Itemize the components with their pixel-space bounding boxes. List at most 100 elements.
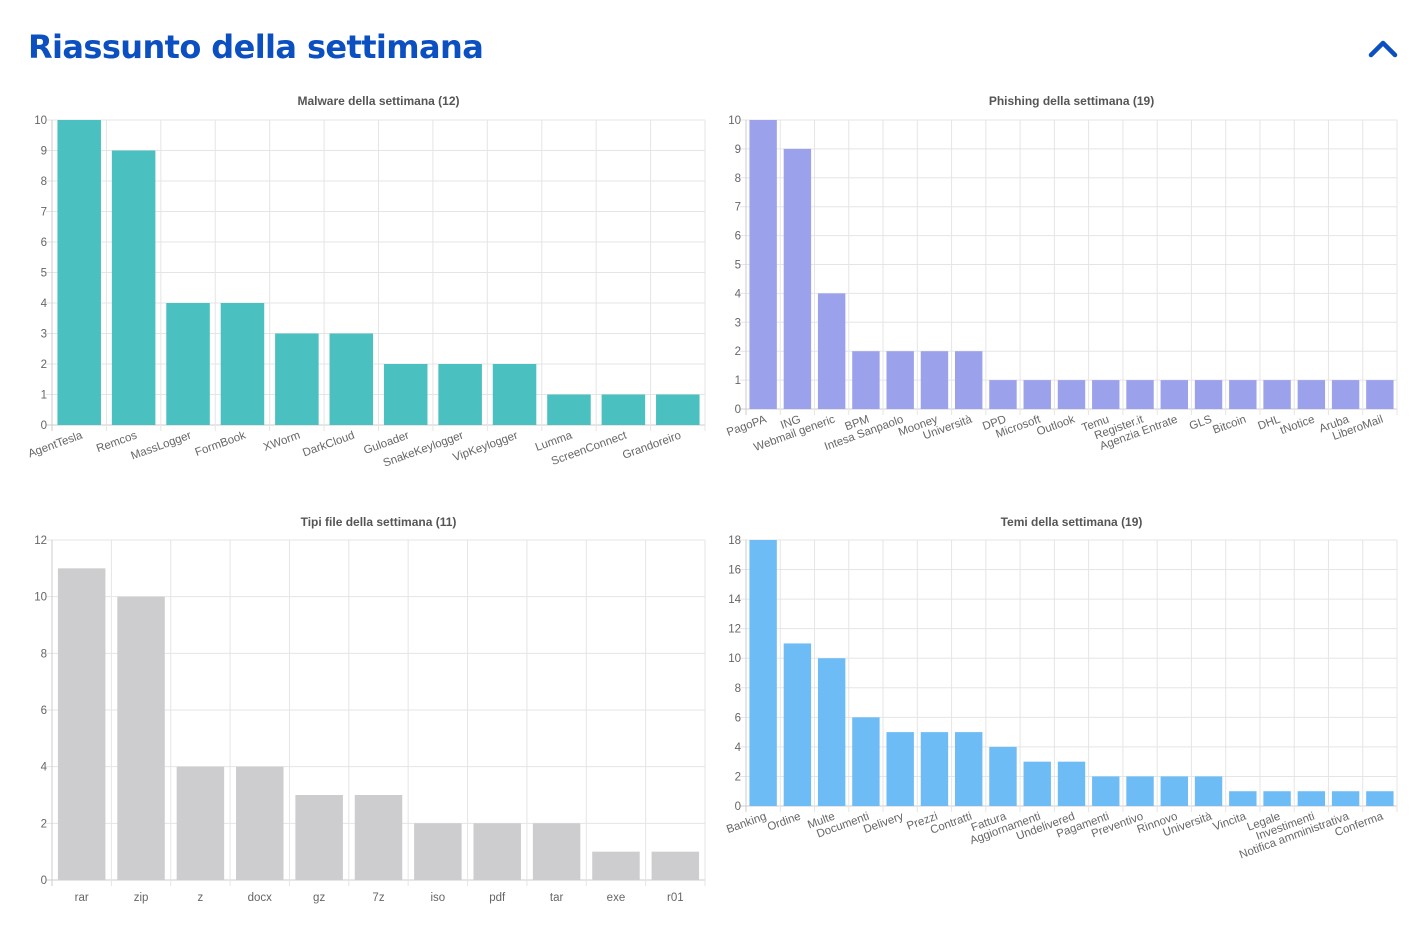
- y-tick-label: 4: [41, 298, 48, 310]
- themes-bar[interactable]: [1194, 776, 1223, 806]
- malware-bar[interactable]: [57, 120, 101, 425]
- x-tick-label: rar: [75, 892, 89, 904]
- phishing-bar[interactable]: [1023, 380, 1051, 409]
- malware-bar[interactable]: [656, 394, 700, 426]
- file-types-bar[interactable]: [473, 823, 521, 880]
- malware-bar[interactable]: [547, 394, 591, 426]
- y-tick-label: 4: [735, 742, 742, 754]
- file-types-bar[interactable]: [117, 596, 165, 880]
- x-tick-label: FormBook: [194, 429, 248, 459]
- malware-bar[interactable]: [329, 333, 374, 426]
- y-tick-label: 1: [735, 375, 741, 387]
- x-tick-label: AgentTesla: [27, 429, 85, 460]
- y-tick-label: 9: [735, 144, 741, 156]
- themes-bar[interactable]: [1229, 791, 1257, 806]
- themes-bar[interactable]: [749, 540, 777, 806]
- phishing-bar[interactable]: [1297, 380, 1326, 409]
- themes-bar[interactable]: [1366, 791, 1394, 806]
- chevron-up-icon: [1368, 40, 1398, 58]
- file-types-bar[interactable]: [176, 766, 225, 880]
- file-types-bar[interactable]: [236, 766, 284, 880]
- phishing-bar[interactable]: [1092, 380, 1120, 409]
- malware-bar[interactable]: [111, 150, 156, 426]
- phishing-bar[interactable]: [1194, 380, 1223, 409]
- file-types-bar[interactable]: [414, 823, 462, 880]
- themes-bar[interactable]: [1126, 776, 1154, 806]
- phishing-bar[interactable]: [920, 351, 949, 409]
- x-tick-label: gz: [313, 892, 325, 904]
- malware-bar[interactable]: [438, 364, 482, 425]
- phishing-bar[interactable]: [989, 380, 1017, 409]
- themes-bar[interactable]: [817, 658, 846, 806]
- phishing-bar[interactable]: [1057, 380, 1086, 409]
- x-tick-label: Vincita: [1211, 810, 1248, 833]
- file-types-bar[interactable]: [295, 795, 343, 880]
- y-tick-label: 16: [728, 565, 741, 577]
- file-types-chart: Tipi file della settimana (11) 0 2 4 6 8 10 12 r…: [0, 509, 710, 914]
- x-tick-label: z: [198, 892, 204, 904]
- y-tick-label: 0: [735, 404, 741, 416]
- themes-bar[interactable]: [1331, 791, 1360, 806]
- themes-bar[interactable]: [1023, 761, 1051, 806]
- x-tick-label: MassLogger: [129, 429, 193, 462]
- themes-bar[interactable]: [1160, 776, 1188, 806]
- themes-bar[interactable]: [1092, 776, 1120, 806]
- phishing-bar[interactable]: [1126, 380, 1154, 409]
- themes-bar[interactable]: [886, 732, 914, 806]
- malware-bar[interactable]: [601, 394, 646, 426]
- y-tick-label: 3: [41, 329, 47, 341]
- phishing-bar[interactable]: [852, 351, 880, 409]
- x-tick-label: GLS: [1188, 413, 1214, 432]
- x-tick-label: iso: [431, 892, 446, 904]
- file-types-bar[interactable]: [532, 823, 581, 880]
- malware-bar[interactable]: [383, 364, 428, 425]
- themes-bar[interactable]: [1297, 791, 1326, 806]
- y-tick-label: 14: [728, 594, 741, 606]
- malware-bar[interactable]: [166, 303, 210, 425]
- phishing-bar[interactable]: [817, 293, 846, 409]
- phishing-bar[interactable]: [783, 148, 812, 409]
- malware-bar[interactable]: [492, 364, 537, 425]
- y-tick-label: 0: [41, 875, 47, 887]
- themes-bar[interactable]: [852, 717, 880, 806]
- themes-bar[interactable]: [1263, 791, 1291, 806]
- file-types-bar[interactable]: [592, 851, 640, 880]
- x-tick-label: DHL: [1256, 413, 1282, 432]
- themes-bar[interactable]: [955, 732, 983, 806]
- phishing-bar[interactable]: [886, 351, 914, 409]
- phishing-bar[interactable]: [1263, 380, 1291, 409]
- phishing-bar[interactable]: [749, 120, 777, 409]
- y-tick-label: 7: [41, 207, 47, 219]
- themes-bar[interactable]: [989, 746, 1017, 806]
- x-tick-label: Ordine: [766, 811, 803, 834]
- themes-bar[interactable]: [1057, 761, 1086, 806]
- y-tick-label: 12: [728, 624, 741, 636]
- y-tick-label: 4: [735, 288, 742, 300]
- y-tick-label: 10: [34, 592, 47, 604]
- collapse-button[interactable]: [1366, 34, 1400, 62]
- phishing-chart: Phishing della settimana (19) 0 1 2 3 4 5 6 7 8 9 1…: [712, 88, 1423, 493]
- themes-bar[interactable]: [920, 732, 949, 806]
- phishing-bar[interactable]: [1160, 380, 1188, 409]
- y-tick-label: 18: [728, 535, 741, 547]
- x-tick-label: Grandoreiro: [621, 430, 683, 462]
- phishing-bar[interactable]: [1331, 380, 1360, 409]
- x-tick-label: r01: [667, 892, 684, 904]
- phishing-bar[interactable]: [955, 351, 983, 409]
- themes-bar[interactable]: [783, 643, 812, 806]
- phishing-bar[interactable]: [1229, 380, 1257, 409]
- file-types-bar[interactable]: [651, 851, 700, 880]
- file-types-bar[interactable]: [57, 568, 106, 880]
- x-tick-label: Banking: [725, 811, 768, 836]
- y-tick-label: 2: [41, 818, 47, 830]
- y-tick-label: 5: [735, 260, 741, 272]
- malware-bar[interactable]: [275, 333, 319, 426]
- chart-svg: Phishing della settimana (19) 0 1 2 3 4 5 6 7 8 9 1…: [725, 94, 1398, 454]
- y-tick-label: 0: [41, 420, 47, 432]
- phishing-bar[interactable]: [1366, 380, 1394, 409]
- y-tick-label: 8: [41, 648, 47, 660]
- x-tick-label: tNotice: [1279, 414, 1317, 438]
- file-types-bar[interactable]: [354, 795, 403, 880]
- malware-bar[interactable]: [220, 303, 265, 425]
- chart-svg: Malware della settimana (12) 0 1 2 3 4 5 6 7 8 9 10…: [27, 94, 706, 470]
